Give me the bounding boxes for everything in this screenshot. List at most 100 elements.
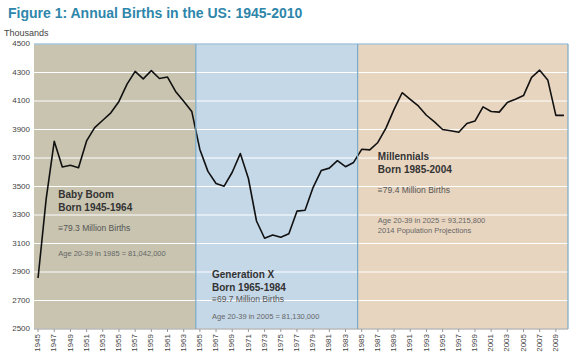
x-tick-label: 1947 xyxy=(49,333,58,351)
x-tick-label: 1949 xyxy=(66,333,75,351)
x-axis-line xyxy=(34,329,568,330)
x-tick-label: 1961 xyxy=(163,333,172,351)
grid-line xyxy=(34,72,568,73)
annotation-line: 2014 Population Projections xyxy=(378,226,472,235)
grid-line xyxy=(34,186,568,187)
x-tick xyxy=(280,329,281,332)
x-tick xyxy=(183,329,184,332)
x-tick-label: 1989 xyxy=(389,333,398,351)
annotation: Age 20-39 in 1985 = 81,042,000 xyxy=(58,249,165,258)
x-tick-label: 1953 xyxy=(98,333,107,351)
annotation-line: Born 1965-1984 xyxy=(212,282,286,293)
x-tick-label: 1987 xyxy=(373,333,382,351)
y-tick-label: 3100 xyxy=(12,239,30,248)
x-tick-label: 1983 xyxy=(341,333,350,351)
x-tick xyxy=(410,329,411,332)
annotation: Age 20-39 in 2005 = 81,130,000 xyxy=(212,312,319,321)
x-tick xyxy=(394,329,395,332)
x-tick xyxy=(474,329,475,332)
x-tick-label: 1951 xyxy=(82,333,91,351)
x-tick xyxy=(296,329,297,332)
x-tick-label: 1973 xyxy=(260,333,269,351)
x-tick xyxy=(102,329,103,332)
y-tick-label: 2500 xyxy=(12,324,30,333)
births-line xyxy=(38,70,564,278)
y-tick-label: 2700 xyxy=(12,296,30,305)
x-tick xyxy=(523,329,524,332)
x-tick xyxy=(361,329,362,332)
x-tick xyxy=(264,329,265,332)
annotation-line: Age 20-39 in 2005 = 81,130,000 xyxy=(212,312,319,321)
grid-line xyxy=(34,329,568,330)
annotation: ≡79.3 Million Births xyxy=(58,223,130,233)
annotation: ≡79.4 Million Births xyxy=(378,185,450,195)
annotation: Age 20-39 in 2025 = 93,215,8002014 Popul… xyxy=(378,216,485,235)
x-tick xyxy=(70,329,71,332)
y-tick-label: 4100 xyxy=(12,96,30,105)
region-borders xyxy=(34,44,568,329)
x-tick xyxy=(377,329,378,332)
background xyxy=(0,0,576,363)
x-tick xyxy=(248,329,249,332)
x-tick-label: 1979 xyxy=(308,333,317,351)
y-tick-label: 2900 xyxy=(12,267,30,276)
x-tick xyxy=(539,329,540,332)
y-tick-label: 3300 xyxy=(12,210,30,219)
x-tick-label: 2001 xyxy=(486,333,495,351)
x-tick-label: 1971 xyxy=(244,333,253,351)
grid-line xyxy=(34,243,568,244)
x-tick-label: 1991 xyxy=(405,333,414,351)
y-tick-label: 4300 xyxy=(12,68,30,77)
x-tick-label: 2009 xyxy=(551,333,560,351)
x-tick xyxy=(458,329,459,332)
x-tick xyxy=(118,329,119,332)
annotation: Baby BoomBorn 1945-1964 xyxy=(58,189,132,213)
x-tick xyxy=(426,329,427,332)
y-tick-label: 3900 xyxy=(12,125,30,134)
title: Figure 1: Annual Births in the US: 1945-… xyxy=(8,5,303,21)
y-tick-label: 3700 xyxy=(12,153,30,162)
x-tick-label: 1975 xyxy=(276,333,285,351)
plot-area xyxy=(34,44,568,329)
x-tick-label: 1959 xyxy=(146,333,155,351)
x-tick xyxy=(135,329,136,332)
x-tick-label: 1999 xyxy=(470,333,479,351)
x-tick-label: 1967 xyxy=(211,333,220,351)
annotation-line: Born 1985-2004 xyxy=(378,164,452,175)
x-tick xyxy=(38,329,39,332)
x-tick xyxy=(491,329,492,332)
x-tick xyxy=(313,329,314,332)
x-tick xyxy=(555,329,556,332)
grid-line xyxy=(34,44,568,45)
x-tick xyxy=(345,329,346,332)
x-tick xyxy=(232,329,233,332)
annotation-line: Millennials xyxy=(378,151,430,162)
x-tick-label: 1955 xyxy=(114,333,123,351)
x-tick xyxy=(167,329,168,332)
top-border xyxy=(34,44,568,45)
x-tick xyxy=(329,329,330,332)
x-tick-label: 1969 xyxy=(227,333,236,351)
x-tick-label: 1945 xyxy=(33,333,42,351)
grid-line xyxy=(34,300,568,301)
annotation: Generation X Born 1965-1984 xyxy=(212,269,286,293)
annotation-line: ≡79.3 Million Births xyxy=(58,223,130,233)
x-tick xyxy=(86,329,87,332)
region-border xyxy=(567,44,568,329)
x-tick-label: 1957 xyxy=(130,333,139,351)
y-axis-label: Thousands xyxy=(4,28,49,38)
x-tick xyxy=(442,329,443,332)
x-tick xyxy=(507,329,508,332)
annotation-line: ≡69.7 Million Births xyxy=(212,294,284,304)
x-tick-label: 1965 xyxy=(195,333,204,351)
annotation: Millennials Born 1985-2004 xyxy=(378,151,452,175)
annotation-line: Age 20-39 in 1985 = 81,042,000 xyxy=(58,249,165,258)
annotation-line: Generation X xyxy=(212,269,275,280)
grid-line xyxy=(34,101,568,102)
y-tick-label: 3500 xyxy=(12,182,30,191)
region-border xyxy=(357,44,358,329)
x-tick xyxy=(216,329,217,332)
x-tick xyxy=(54,329,55,332)
grid-line xyxy=(34,129,568,130)
grid-line xyxy=(34,158,568,159)
